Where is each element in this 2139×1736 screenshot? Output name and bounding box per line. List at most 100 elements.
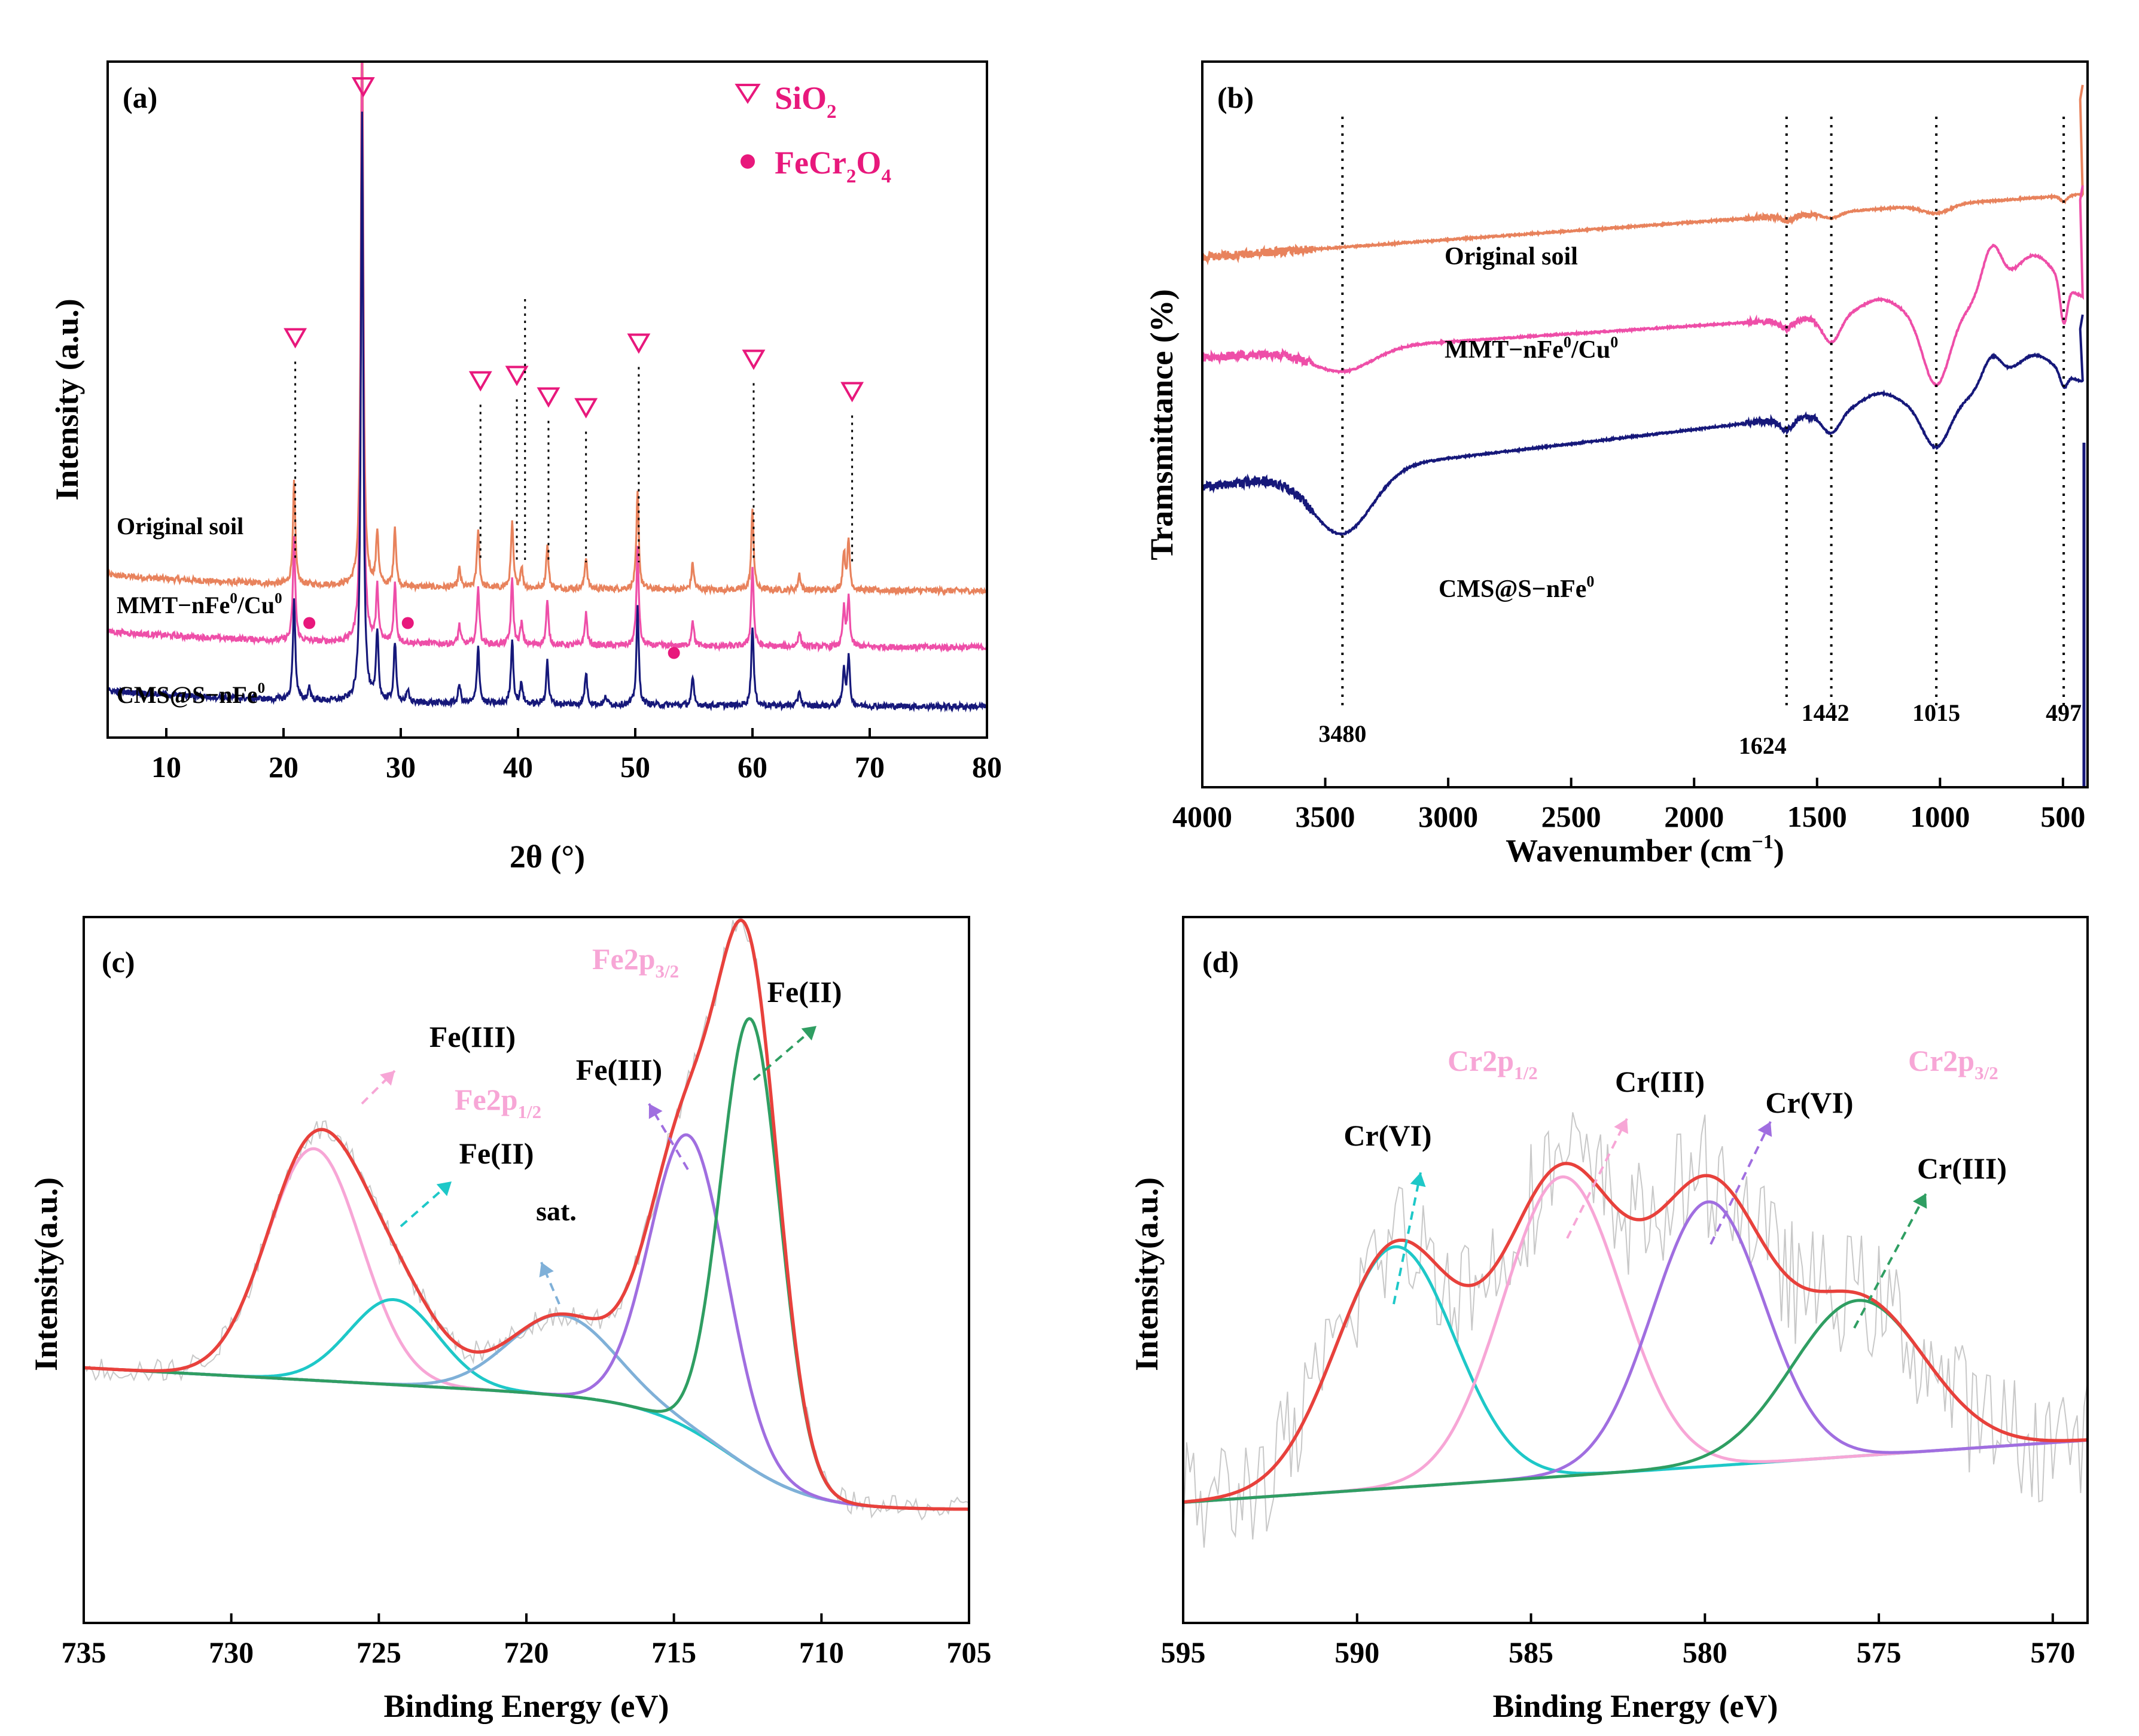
fe-ii-label-1: Fe(II) (459, 1137, 534, 1170)
xps-cr-x-axis: 595 590 585 580 575 570 (1161, 1613, 2075, 1669)
fe-iii-arrow (361, 1070, 396, 1105)
fe-ii-arrow-head (436, 1181, 452, 1196)
xrd-tick-label: 80 (972, 750, 1002, 784)
xrd-series-label: Original soil (117, 513, 243, 540)
xrd-series-line (108, 62, 987, 597)
fecr2o4-marker (401, 617, 414, 629)
xps-fe-panel: Fe(III)Fe(II)sat.Fe(III)Fe(II)Fe2p1/2Fe2… (28, 916, 992, 1724)
cr2p12-label: Cr2p1/2 (1448, 1044, 1538, 1083)
ftir-x-axis-label: Wavenumber (cm−1) (1506, 831, 1784, 869)
cr-vi-arrow-head (1410, 1172, 1426, 1187)
xrd-legend: SiO2 FeCr2O4 (735, 80, 891, 187)
ftir-band-label: 497 (2046, 699, 2082, 726)
ftir-series-line (1202, 185, 2084, 388)
xps-fe-tick-label: 705 (947, 1636, 992, 1669)
xrd-tick-label: 70 (855, 750, 885, 784)
fe-iii-arrow-2-head (648, 1104, 663, 1119)
xps-fe-component-line (84, 1017, 969, 1511)
xrd-series-line (108, 62, 987, 653)
cr-vi-label-1: Cr(VI) (1343, 1119, 1431, 1152)
xrd-tick-label: 20 (269, 750, 298, 784)
fe2p32-label: Fe2p3/2 (592, 942, 679, 982)
xps-cr-annotations: Cr(VI) Cr(III) Cr(VI) Cr(III) Cr2p1/2 Cr2p3/2 (1343, 1044, 2007, 1329)
fe2p12-label: Fe2p1/2 (455, 1083, 541, 1122)
xrd-tick-label: 30 (386, 750, 416, 784)
xps-cr-raw-data (1183, 1112, 2088, 1548)
ftir-tick-label: 2500 (1541, 800, 1601, 833)
ftir-frame (1201, 60, 2089, 788)
cr-iii-arrow-2 (1853, 1193, 1927, 1329)
xps-fe-component-line (84, 1314, 969, 1511)
cr-iii-arrow-head (1614, 1119, 1628, 1134)
panel-label-c: (c) (102, 945, 135, 979)
xrd-tick-label: 10 (151, 750, 181, 784)
xps-cr-component-line (1183, 1200, 2088, 1504)
ftir-tick-label: 3000 (1418, 800, 1478, 833)
xrd-series-line (108, 111, 987, 713)
xps-fe-component-line (84, 1133, 969, 1511)
legend-sio2-label: SiO2 (775, 80, 837, 123)
cr-vi-label-2: Cr(VI) (1765, 1086, 1853, 1119)
xps-cr-y-axis-label: Intensity(a.u.) (1129, 1177, 1165, 1371)
xps-cr-component-line (1183, 1175, 2088, 1504)
xps-cr-tick-label: 595 (1161, 1636, 1206, 1669)
ftir-series-line (1202, 314, 2084, 536)
xps-fe-frame (83, 916, 970, 1624)
xrd-annotations: Original soil MMT−nFe0/Cu0 CMS@S−nFe0 (117, 77, 864, 708)
cr-iii-label-2: Cr(III) (1917, 1152, 2007, 1185)
fe-ii-arrow-2-head (801, 1026, 816, 1041)
ftir-band-label: 1015 (1912, 699, 1960, 726)
sio2-marker (574, 398, 598, 419)
ftir-series-label: Original soil (1445, 243, 1578, 270)
xrd-y-axis-label: Intensity (a.u.) (49, 299, 85, 501)
ftir-annotations: 3480 1624 1442 1015 497 Original soil MMT−nFe0… (1318, 117, 2082, 759)
ftir-tick-label: 3500 (1296, 800, 1355, 833)
xps-cr-plot-area (1183, 1112, 2088, 1548)
sat-label: sat. (536, 1196, 577, 1226)
sio2-marker (742, 349, 766, 370)
xps-cr-tick-label: 575 (1857, 1636, 1902, 1669)
xps-fe-x-axis-label: Binding Energy (eV) (383, 1688, 669, 1724)
xps-cr-panel: Cr(VI) Cr(III) Cr(VI) Cr(III) Cr2p1/2 Cr2p3/2… (1129, 916, 2089, 1724)
xrd-tick-label: 40 (503, 750, 533, 784)
xps-fe-tick-label: 735 (62, 1636, 106, 1669)
xps-fe-tick-label: 720 (504, 1636, 549, 1669)
xps-fe-tick-label: 725 (356, 1636, 401, 1669)
xrd-panel: Original soil MMT−nFe0/Cu0 CMS@S−nFe0 10 20… (49, 60, 1002, 875)
cr-vi-arrow-2-head (1757, 1122, 1772, 1137)
xps-cr-tick-label: 590 (1334, 1636, 1379, 1669)
panel-label-b: (b) (1217, 81, 1254, 114)
ftir-series-label: MMT−nFe0/Cu0 (1445, 333, 1618, 364)
xrd-frame (106, 60, 988, 739)
panel-label-d: (d) (1202, 945, 1239, 979)
xrd-x-axis: 10 20 30 40 50 60 70 80 (151, 728, 1002, 784)
ftir-band-label: 3480 (1318, 720, 1366, 747)
xps-fe-tick-label: 730 (209, 1636, 254, 1669)
xps-fe-tick-label: 710 (799, 1636, 844, 1669)
ftir-band-label: 1442 (1802, 699, 1849, 726)
xrd-tick-label: 60 (738, 750, 767, 784)
sio2-marker (351, 77, 375, 98)
ftir-x-axis: 4000 3500 3000 2500 2000 1500 1000 500 (1172, 778, 2085, 833)
fe-ii-arrow (400, 1180, 453, 1228)
xps-fe-raw-data (84, 918, 969, 1521)
sio2-marker (627, 333, 651, 354)
cr2p32-label: Cr2p3/2 (1908, 1044, 1998, 1083)
ftir-tick-label: 2000 (1664, 800, 1724, 833)
ftir-tick-label: 1000 (1910, 800, 1970, 833)
xrd-x-axis-label: 2θ (°) (510, 839, 585, 875)
sat-arrow (540, 1262, 560, 1305)
ftir-plot-area (1202, 84, 2086, 787)
cr-vi-arrow (1393, 1172, 1422, 1305)
xrd-plot-area (108, 62, 987, 713)
fe-iii-label-1: Fe(III) (429, 1020, 516, 1053)
sat-arrow-head (539, 1262, 554, 1278)
panel-label-a: (a) (123, 81, 157, 114)
xps-cr-tick-label: 570 (2030, 1636, 2075, 1669)
sio2-marker (284, 328, 307, 349)
xps-fe-x-axis: 735 730 725 720 715 710 705 (62, 1613, 992, 1669)
xps-fe-background-line (84, 1366, 969, 1510)
sio2-marker (840, 382, 864, 403)
legend-dot-icon (741, 154, 755, 169)
